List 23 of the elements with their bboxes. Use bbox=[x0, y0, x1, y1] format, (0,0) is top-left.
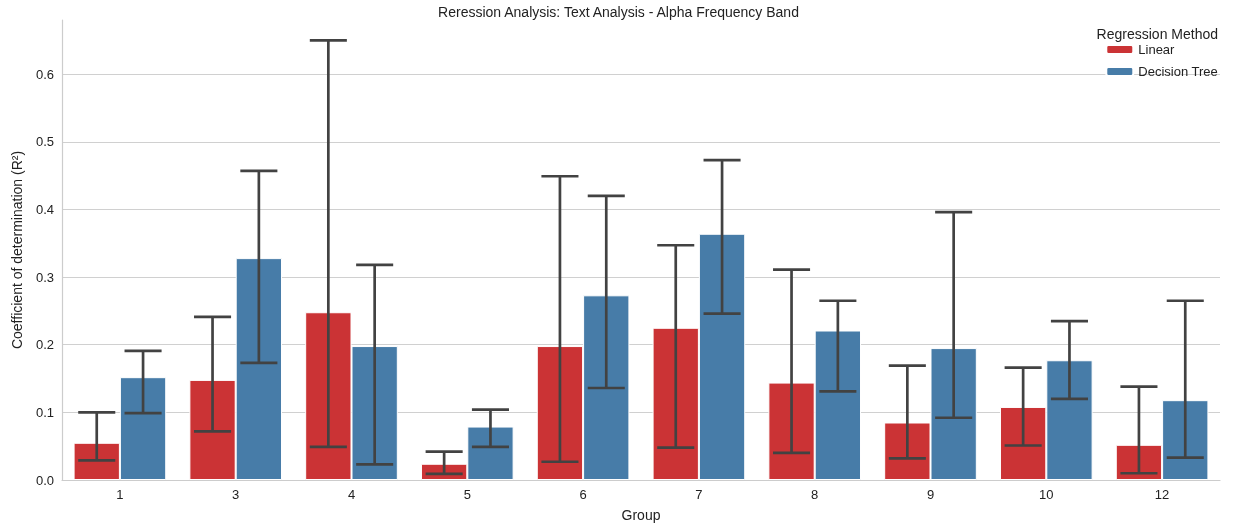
x-axis-title: Group bbox=[621, 507, 661, 523]
x-tick-label: 3 bbox=[232, 487, 240, 502]
y-axis-title: Coefficient of determination (R²) bbox=[9, 150, 25, 350]
y-tick-label: 0.0 bbox=[35, 472, 54, 488]
x-tick-label: 5 bbox=[463, 487, 471, 502]
x-tick-label: 9 bbox=[926, 487, 935, 502]
y-tick-label: 0.1 bbox=[35, 404, 54, 420]
x-tick-label: 12 bbox=[1154, 487, 1170, 502]
x-tick-label: 4 bbox=[347, 487, 356, 502]
y-tick-label: 0.2 bbox=[35, 337, 54, 353]
y-tick-label: 0.6 bbox=[35, 66, 54, 82]
chart-title: Reression Analysis: Text Analysis - Alpha Frequency Band bbox=[438, 4, 799, 20]
x-tick-label: 8 bbox=[811, 487, 819, 502]
legend-title: Regression Method bbox=[1096, 26, 1219, 42]
y-tick-label: 0.3 bbox=[35, 269, 54, 285]
legend-label: Decision Tree bbox=[1138, 64, 1218, 79]
y-tick-label: 0.4 bbox=[35, 201, 54, 217]
x-tick-label: 7 bbox=[695, 487, 703, 502]
x-tick-label: 6 bbox=[579, 487, 587, 502]
y-tick-label: 0.5 bbox=[35, 134, 54, 150]
legend-label: Linear bbox=[1138, 42, 1176, 57]
x-tick-label: 10 bbox=[1039, 487, 1054, 502]
x-tick-label: 1 bbox=[116, 487, 124, 502]
